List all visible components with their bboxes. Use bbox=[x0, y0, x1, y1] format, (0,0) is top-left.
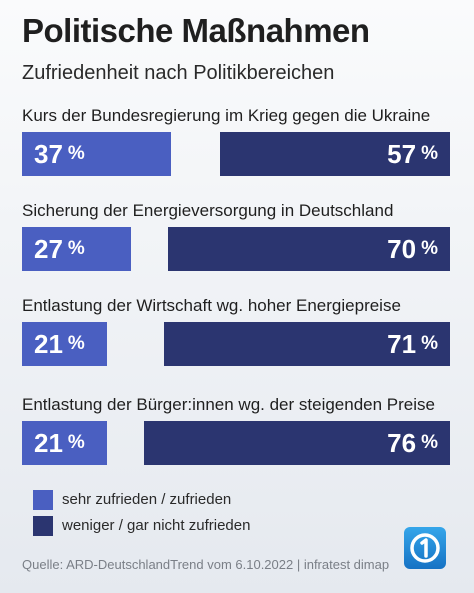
bar-satisfied: 37% bbox=[22, 132, 172, 176]
category-label: Kurs der Bundesregierung im Krieg gegen … bbox=[22, 106, 431, 125]
data-label: 70 bbox=[387, 233, 417, 264]
bar-dissatisfied: 76% bbox=[143, 421, 450, 465]
data-label-unit: % bbox=[421, 333, 438, 354]
data-label: 21 bbox=[34, 328, 63, 359]
legend-label-satisfied: sehr zufrieden / zufrieden bbox=[62, 491, 232, 508]
category-label: Entlastung der Bürger:innen wg. der stei… bbox=[22, 395, 435, 414]
data-label: 37 bbox=[34, 138, 63, 169]
data-label: 27 bbox=[34, 233, 63, 264]
bar-satisfied: 21% bbox=[22, 322, 107, 366]
category-label: Entlastung der Wirtschaft wg. hoher Ener… bbox=[22, 296, 401, 315]
data-label: 21 bbox=[34, 427, 63, 458]
data-label: 76 bbox=[387, 427, 417, 458]
source-note: Quelle: ARD-DeutschlandTrend vom 6.10.20… bbox=[22, 557, 390, 572]
data-label-unit: % bbox=[67, 432, 85, 453]
bar-dissatisfied: 57% bbox=[220, 132, 450, 176]
data-label-unit: % bbox=[421, 143, 438, 164]
legend-label-dissatisfied: weniger / gar nicht zufrieden bbox=[62, 517, 251, 534]
bar-dissatisfied: 70% bbox=[167, 227, 450, 271]
data-label-unit: % bbox=[421, 238, 438, 259]
legend-swatch-satisfied bbox=[33, 490, 53, 510]
data-label: 57 bbox=[387, 138, 417, 169]
bar-satisfied: 27% bbox=[22, 227, 131, 271]
data-label-unit: % bbox=[67, 143, 85, 164]
data-label: 71 bbox=[387, 328, 417, 359]
bar-satisfied: 21% bbox=[22, 421, 107, 465]
data-label-unit: % bbox=[67, 238, 85, 259]
data-label-unit: % bbox=[421, 432, 438, 453]
chart-title: Politische Maßnahmen bbox=[22, 12, 370, 49]
ard-one-logo-icon bbox=[404, 527, 446, 569]
category-label: Sicherung der Energieversorgung in Deuts… bbox=[22, 201, 394, 220]
bar-dissatisfied: 71% bbox=[163, 322, 450, 366]
chart-subtitle: Zufriedenheit nach Politikbereichen bbox=[22, 62, 335, 84]
legend-swatch-dissatisfied bbox=[33, 516, 53, 536]
data-label-unit: % bbox=[67, 333, 85, 354]
